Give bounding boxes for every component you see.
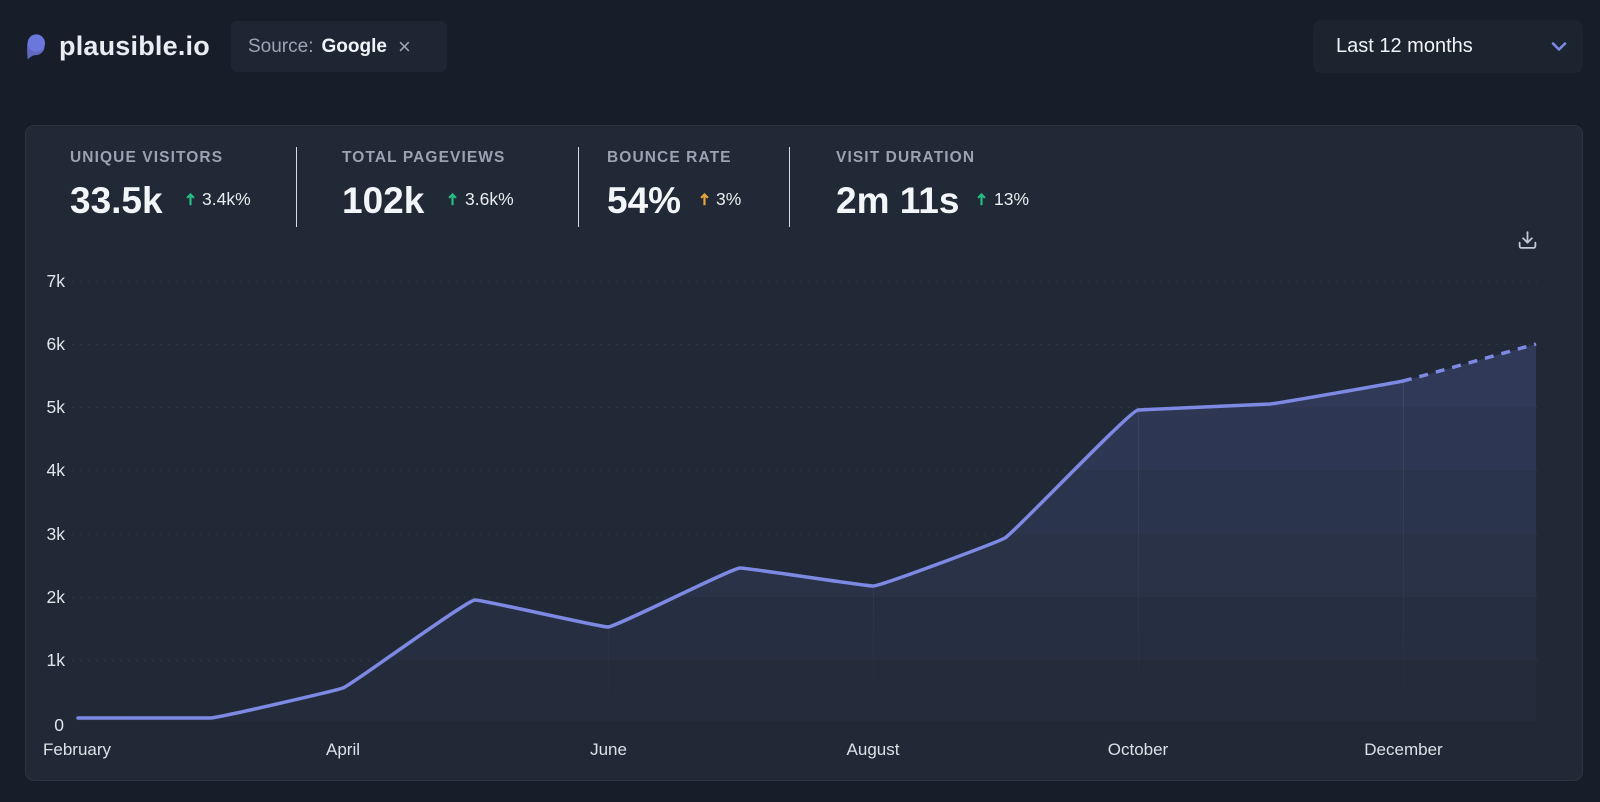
svg-text:1k: 1k xyxy=(47,650,66,670)
svg-text:7k: 7k xyxy=(47,271,66,291)
svg-text:December: December xyxy=(1364,740,1443,759)
svg-text:October: October xyxy=(1108,740,1169,759)
svg-text:5k: 5k xyxy=(47,397,66,417)
svg-text:June: June xyxy=(590,740,627,759)
svg-text:3k: 3k xyxy=(47,524,66,544)
svg-text:August: August xyxy=(847,740,900,759)
svg-text:6k: 6k xyxy=(47,334,66,354)
svg-text:4k: 4k xyxy=(47,460,66,480)
svg-text:2k: 2k xyxy=(47,587,66,607)
svg-text:April: April xyxy=(326,740,360,759)
svg-text:February: February xyxy=(43,740,112,759)
svg-text:0: 0 xyxy=(54,715,64,735)
